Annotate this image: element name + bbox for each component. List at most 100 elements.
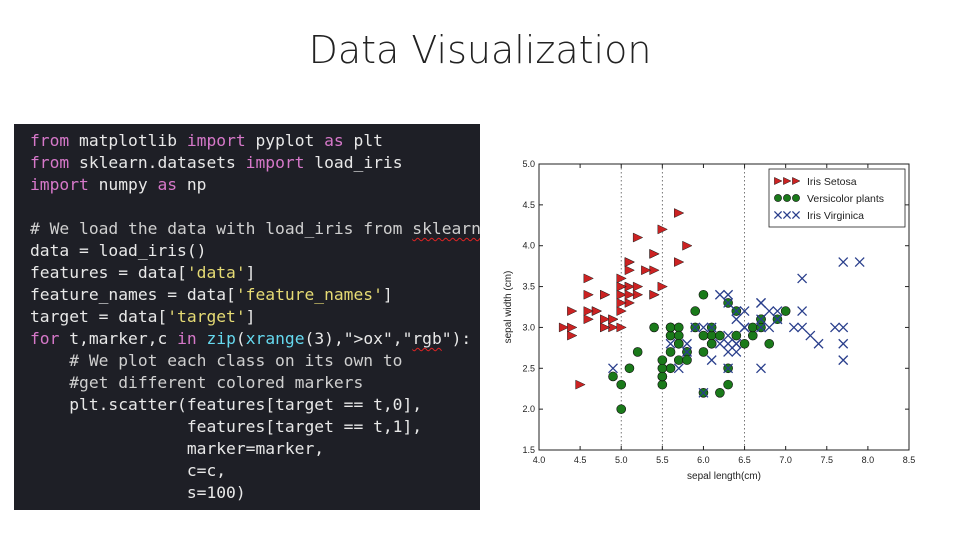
data-point bbox=[723, 330, 734, 341]
data-point bbox=[715, 330, 725, 341]
code-token: numpy bbox=[88, 175, 158, 194]
data-point bbox=[682, 338, 692, 349]
data-point bbox=[731, 346, 742, 357]
data-point bbox=[673, 330, 684, 341]
data-point bbox=[706, 355, 717, 366]
legend-marker bbox=[783, 194, 791, 202]
legend-marker bbox=[783, 177, 792, 185]
x-tick-label: 7.0 bbox=[779, 455, 792, 465]
code-line: s=100) bbox=[30, 482, 246, 504]
y-tick-label: 1.5 bbox=[522, 445, 535, 455]
data-point bbox=[838, 355, 849, 366]
data-point bbox=[616, 298, 627, 308]
data-point bbox=[600, 322, 611, 333]
data-point bbox=[567, 306, 578, 316]
data-point bbox=[698, 347, 709, 357]
data-point bbox=[797, 322, 808, 333]
legend-label: Versicolor plants bbox=[807, 193, 884, 205]
code-line: from matplotlib import pyplot as plt bbox=[30, 130, 383, 152]
data-point bbox=[714, 338, 725, 349]
code-token: in bbox=[177, 329, 197, 348]
data-point bbox=[838, 338, 849, 349]
data-point bbox=[788, 322, 799, 333]
legend-box bbox=[768, 168, 906, 228]
code-token: load_iris bbox=[304, 153, 403, 172]
code-line: feature_names = data['feature_names'] bbox=[30, 284, 393, 306]
data-point bbox=[567, 330, 578, 341]
code-token: c=c, bbox=[30, 461, 227, 480]
code-token: ( bbox=[235, 329, 246, 348]
code-token: import bbox=[245, 153, 305, 172]
data-point bbox=[624, 257, 636, 267]
series-versicolor-plants bbox=[608, 289, 791, 414]
data-point bbox=[649, 322, 659, 333]
data-point bbox=[706, 322, 717, 333]
data-point bbox=[674, 208, 685, 218]
data-point bbox=[731, 314, 742, 325]
data-point bbox=[632, 281, 644, 292]
data-point bbox=[756, 363, 766, 374]
data-point bbox=[780, 306, 791, 316]
data-point bbox=[616, 281, 627, 292]
data-point bbox=[657, 355, 668, 365]
legend-marker bbox=[792, 177, 801, 185]
code-token: # We plot each class on its own to bbox=[30, 351, 403, 370]
code-token: data = load_iris() bbox=[30, 241, 207, 260]
code-token: matplotlib bbox=[69, 131, 187, 150]
data-point bbox=[616, 273, 627, 284]
data-point bbox=[624, 265, 636, 276]
data-point bbox=[739, 322, 750, 333]
data-point bbox=[558, 322, 570, 333]
data-point bbox=[616, 306, 627, 316]
legend-marker bbox=[774, 177, 783, 185]
code-token: 'data' bbox=[186, 263, 246, 282]
code-token: for bbox=[30, 329, 60, 348]
data-point bbox=[575, 379, 586, 390]
code-line: marker=marker, bbox=[30, 438, 324, 460]
y-tick-label: 4.5 bbox=[522, 200, 535, 210]
plot-frame bbox=[538, 163, 910, 451]
data-point bbox=[608, 371, 618, 382]
code-token: from bbox=[30, 131, 70, 150]
code-token: sklearn.datasets bbox=[69, 153, 246, 172]
legend-marker bbox=[774, 194, 782, 202]
data-point bbox=[838, 257, 849, 268]
code-line: for t,marker,c in zip(xrange(3),">ox","r… bbox=[30, 328, 471, 350]
code-token: feature_names = data[ bbox=[30, 285, 236, 304]
data-point bbox=[665, 363, 676, 374]
code-token: s=100) bbox=[30, 483, 246, 502]
legend-label: Iris Setosa bbox=[807, 176, 857, 188]
data-point bbox=[632, 232, 644, 243]
code-token: t,marker,c bbox=[59, 329, 178, 348]
data-point bbox=[723, 346, 734, 357]
data-point bbox=[756, 297, 766, 308]
data-point bbox=[756, 314, 766, 325]
data-point bbox=[797, 273, 808, 284]
data-point bbox=[624, 289, 636, 300]
data-point bbox=[731, 306, 742, 317]
data-point bbox=[772, 314, 783, 325]
data-point bbox=[739, 338, 750, 349]
code-token: as bbox=[157, 175, 178, 194]
series-iris-setosa bbox=[558, 208, 693, 390]
data-point bbox=[756, 322, 766, 333]
code-token: sklearn bbox=[412, 219, 480, 238]
data-point bbox=[665, 338, 676, 349]
code-token: target = data[ bbox=[30, 307, 168, 326]
code-token: features = data[ bbox=[30, 263, 187, 282]
x-tick-label: 6.5 bbox=[738, 455, 751, 465]
data-point bbox=[665, 330, 676, 341]
code-token: #get different colored markers bbox=[30, 373, 364, 392]
x-tick-label: 7.5 bbox=[821, 455, 834, 465]
code-token: np bbox=[177, 175, 207, 194]
code-token: plt.scatter(features[target == t,0], bbox=[30, 395, 423, 414]
y-tick-label: 4.0 bbox=[522, 241, 535, 251]
data-point bbox=[747, 322, 758, 333]
data-point bbox=[657, 281, 668, 292]
data-point bbox=[813, 338, 824, 349]
code-line: import numpy as np bbox=[30, 174, 206, 196]
x-tick-label: 6.0 bbox=[697, 455, 710, 465]
y-tick-label: 3.5 bbox=[522, 282, 535, 292]
data-point bbox=[583, 306, 594, 316]
data-point bbox=[715, 388, 725, 398]
